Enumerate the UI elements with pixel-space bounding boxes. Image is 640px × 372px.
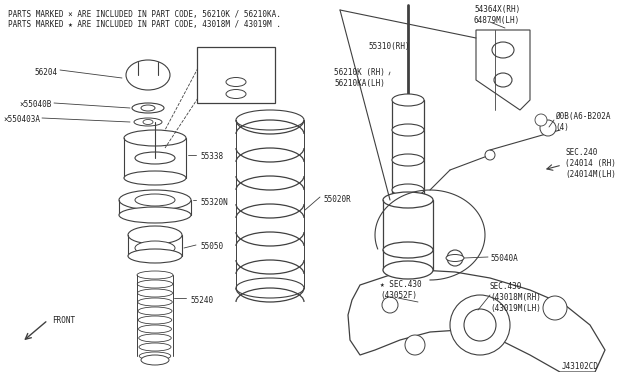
Ellipse shape xyxy=(226,77,246,87)
Text: SEC.430
(43018M(RH)
(43019M(LH): SEC.430 (43018M(RH) (43019M(LH) xyxy=(490,282,541,313)
Circle shape xyxy=(464,309,496,341)
Ellipse shape xyxy=(494,73,512,87)
Ellipse shape xyxy=(141,105,155,111)
Ellipse shape xyxy=(226,90,246,99)
Text: 55020R: 55020R xyxy=(323,195,351,204)
Text: 55050: 55050 xyxy=(200,242,223,251)
Text: 55338: 55338 xyxy=(200,152,223,161)
Circle shape xyxy=(405,335,425,355)
Ellipse shape xyxy=(446,254,464,262)
Ellipse shape xyxy=(137,271,173,279)
Ellipse shape xyxy=(137,280,173,288)
Ellipse shape xyxy=(383,192,433,208)
Ellipse shape xyxy=(135,194,175,206)
Text: Ø0B(A6-B202A
(4): Ø0B(A6-B202A (4) xyxy=(555,112,611,132)
Circle shape xyxy=(450,295,510,355)
Circle shape xyxy=(447,250,463,266)
Polygon shape xyxy=(348,270,605,372)
Polygon shape xyxy=(476,30,530,110)
Ellipse shape xyxy=(139,334,172,342)
Ellipse shape xyxy=(138,325,172,333)
Text: 55310(RH): 55310(RH) xyxy=(368,42,410,51)
Text: 55240: 55240 xyxy=(190,296,213,305)
Ellipse shape xyxy=(139,343,171,351)
Text: 56210K (RH)
56210KA(LH): 56210K (RH) 56210KA(LH) xyxy=(334,68,385,88)
Ellipse shape xyxy=(492,42,514,58)
Ellipse shape xyxy=(392,94,424,106)
Ellipse shape xyxy=(392,124,424,136)
Ellipse shape xyxy=(392,184,424,196)
Text: FRONT: FRONT xyxy=(52,316,75,325)
Circle shape xyxy=(485,150,495,160)
Text: ×55040B: ×55040B xyxy=(20,100,52,109)
Ellipse shape xyxy=(124,130,186,146)
Text: 55491M: 55491M xyxy=(222,62,250,71)
Circle shape xyxy=(543,296,567,320)
Text: ×550403A: ×550403A xyxy=(3,115,40,124)
Text: PARTS MARKED × ARE INCLUDED IN PART CODE, 56210K / 56210KA.: PARTS MARKED × ARE INCLUDED IN PART CODE… xyxy=(8,10,281,19)
Ellipse shape xyxy=(135,241,175,255)
Ellipse shape xyxy=(128,249,182,263)
Ellipse shape xyxy=(140,352,171,360)
Circle shape xyxy=(540,120,556,136)
Ellipse shape xyxy=(134,118,162,126)
Ellipse shape xyxy=(138,307,172,315)
Circle shape xyxy=(535,114,547,126)
Text: LH ONLY: LH ONLY xyxy=(220,52,252,61)
Ellipse shape xyxy=(138,298,172,306)
Ellipse shape xyxy=(392,154,424,166)
Ellipse shape xyxy=(143,119,153,125)
Ellipse shape xyxy=(135,152,175,164)
Text: 55320N: 55320N xyxy=(200,198,228,207)
Text: 56204: 56204 xyxy=(35,68,58,77)
Ellipse shape xyxy=(138,289,173,297)
Text: 55040A: 55040A xyxy=(490,254,518,263)
Ellipse shape xyxy=(383,242,433,258)
Text: J43102CD: J43102CD xyxy=(562,362,599,371)
Text: 54364X(RH)
64879M(LH): 54364X(RH) 64879M(LH) xyxy=(474,5,520,25)
Ellipse shape xyxy=(138,316,172,324)
Text: SEC.240
(24014 (RH)
(24014M(LH): SEC.240 (24014 (RH) (24014M(LH) xyxy=(565,148,616,179)
Ellipse shape xyxy=(383,261,433,279)
Ellipse shape xyxy=(126,60,170,90)
Ellipse shape xyxy=(141,355,169,365)
FancyBboxPatch shape xyxy=(197,47,275,103)
Text: PARTS MARKED ★ ARE INCLUDED IN PART CODE, 43018M / 43019M .: PARTS MARKED ★ ARE INCLUDED IN PART CODE… xyxy=(8,20,281,29)
Ellipse shape xyxy=(124,171,186,185)
Ellipse shape xyxy=(132,103,164,113)
Circle shape xyxy=(382,297,398,313)
Ellipse shape xyxy=(119,207,191,223)
Text: ★ SEC.430
(43052F): ★ SEC.430 (43052F) xyxy=(380,280,422,300)
Ellipse shape xyxy=(119,190,191,210)
Ellipse shape xyxy=(128,226,182,244)
